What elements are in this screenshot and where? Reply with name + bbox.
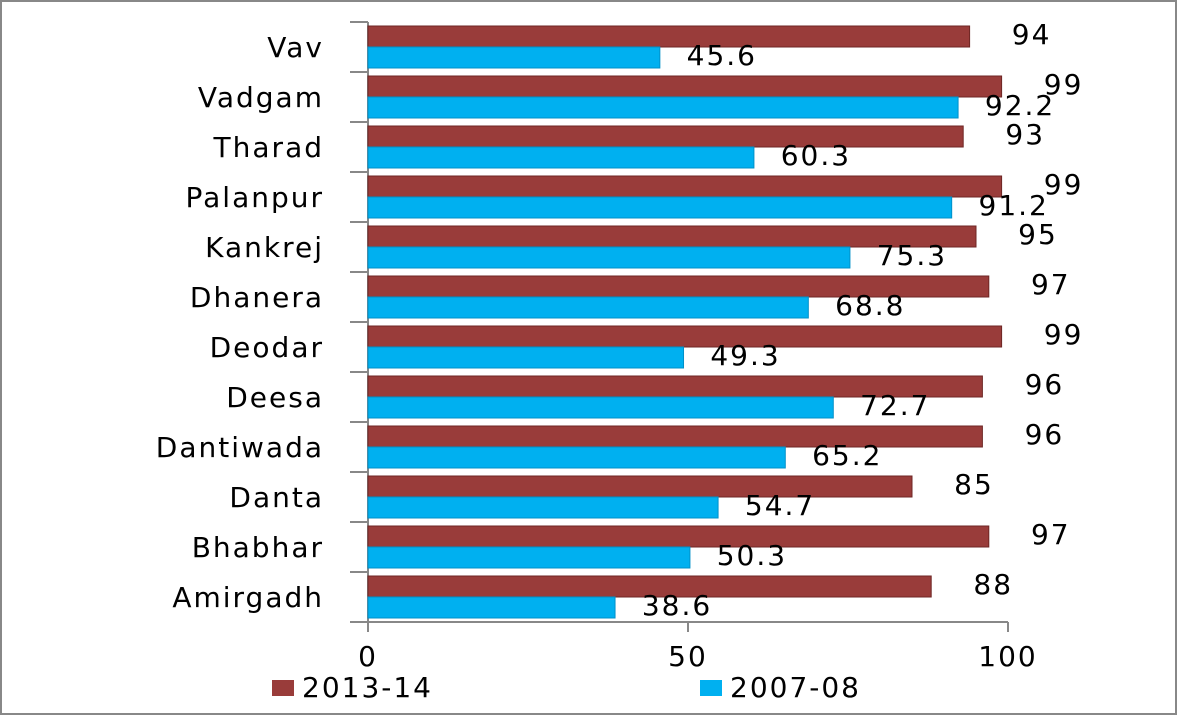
bar bbox=[367, 46, 661, 69]
value-label: 60.3 bbox=[781, 139, 851, 172]
bar bbox=[367, 346, 685, 369]
bar bbox=[367, 96, 959, 119]
bar bbox=[367, 325, 1003, 348]
bar bbox=[367, 425, 983, 448]
y-tick-label: Deesa bbox=[226, 381, 324, 414]
value-label: 54.7 bbox=[745, 489, 815, 522]
legend-swatch bbox=[700, 680, 722, 696]
value-label: 50.3 bbox=[717, 539, 787, 572]
bar bbox=[367, 575, 932, 598]
bar bbox=[367, 246, 851, 269]
bar bbox=[367, 446, 786, 469]
bar bbox=[367, 175, 1003, 198]
value-label: 94 bbox=[1012, 18, 1052, 51]
y-tick-label: Amirgadh bbox=[172, 581, 324, 614]
value-label: 99 bbox=[1044, 318, 1084, 351]
bar bbox=[367, 25, 971, 48]
y-tick-label: Dhanera bbox=[190, 281, 324, 314]
bar bbox=[367, 125, 964, 148]
x-tick-label: 50 bbox=[668, 640, 708, 673]
value-label: 96 bbox=[1025, 368, 1065, 401]
value-label: 68.8 bbox=[835, 289, 905, 322]
bar bbox=[367, 475, 913, 498]
y-tick-label: Kankrej bbox=[205, 231, 324, 264]
bar bbox=[367, 546, 691, 569]
y-tick-label: Tharad bbox=[213, 131, 324, 164]
value-label: 85 bbox=[954, 468, 994, 501]
value-label: 75.3 bbox=[877, 239, 947, 272]
bar bbox=[367, 75, 1003, 98]
bar bbox=[367, 496, 719, 519]
value-label: 99 bbox=[1044, 68, 1084, 101]
value-label: 95 bbox=[1018, 218, 1058, 251]
value-label: 93 bbox=[1005, 118, 1045, 151]
bar bbox=[367, 396, 834, 419]
value-label: 91.2 bbox=[979, 189, 1049, 222]
bar bbox=[367, 296, 809, 319]
value-label: 88 bbox=[973, 568, 1013, 601]
value-label: 65.2 bbox=[812, 439, 882, 472]
value-label: 49.3 bbox=[710, 339, 780, 372]
y-tick-label: Vav bbox=[267, 31, 324, 64]
bar bbox=[367, 596, 616, 619]
value-label: 38.6 bbox=[642, 589, 712, 622]
legend-label: 2013-14 bbox=[302, 671, 433, 704]
y-tick-label: Bhabhar bbox=[192, 531, 324, 564]
value-label: 45.6 bbox=[687, 39, 757, 72]
bar bbox=[367, 196, 953, 219]
y-tick-label: Vadgam bbox=[198, 81, 324, 114]
value-label: 92.2 bbox=[985, 89, 1055, 122]
y-tick-label: Deodar bbox=[210, 331, 324, 364]
x-tick-label: 100 bbox=[978, 640, 1037, 673]
y-tick-label: Dantiwada bbox=[156, 431, 324, 464]
value-label: 97 bbox=[1031, 518, 1071, 551]
legend-swatch bbox=[272, 680, 294, 696]
bar bbox=[367, 146, 755, 169]
value-label: 72.7 bbox=[860, 389, 930, 422]
bar bbox=[367, 525, 990, 548]
value-label: 96 bbox=[1025, 418, 1065, 451]
value-label: 99 bbox=[1044, 168, 1084, 201]
y-tick-label: Danta bbox=[229, 481, 324, 514]
value-label: 97 bbox=[1031, 268, 1071, 301]
y-tick-label: Palanpur bbox=[186, 181, 325, 214]
x-tick-label: 0 bbox=[358, 640, 378, 673]
legend-label: 2007-08 bbox=[730, 671, 861, 704]
